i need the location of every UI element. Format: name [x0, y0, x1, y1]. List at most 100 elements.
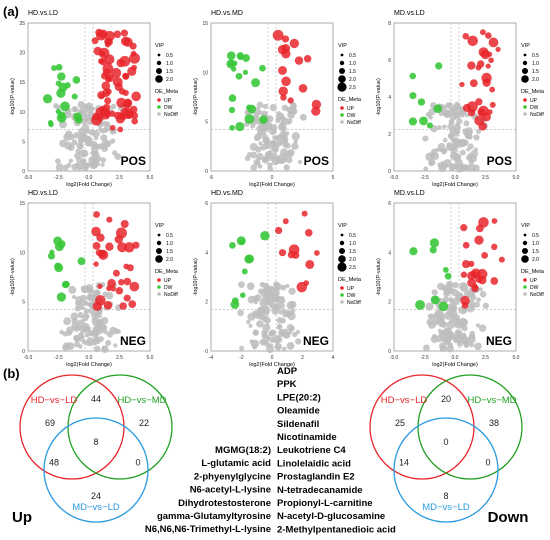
point-nodiff — [262, 103, 269, 110]
de-legend-dot — [157, 98, 161, 102]
x-tick-label: 5.0 — [513, 175, 520, 181]
ion-mode-label: POS — [487, 154, 512, 168]
point-nodiff — [454, 103, 461, 110]
vip-legend-dot — [157, 53, 161, 57]
point-dw — [415, 299, 426, 310]
panel-label-a: (a) — [3, 4, 19, 19]
point-dw — [71, 93, 78, 100]
vip-legend-dot — [339, 248, 345, 254]
vip-legend-label: 2.0 — [349, 257, 356, 263]
venn-title: Up — [12, 509, 32, 526]
point-nodiff — [63, 133, 71, 142]
point-nodiff — [453, 111, 458, 117]
y-axis-label: -log10(P-value) — [193, 78, 199, 116]
point-dw — [227, 51, 236, 60]
point-up — [481, 251, 489, 259]
point-nodiff — [110, 103, 117, 110]
point-nodiff — [83, 301, 88, 306]
point-nodiff — [466, 147, 471, 152]
point-nodiff — [88, 129, 96, 136]
point-nodiff — [264, 316, 271, 324]
point-nodiff — [278, 153, 287, 162]
y-axis-label: -log10(P-value) — [10, 78, 16, 116]
volcano-title: HD.vs.LD — [28, 10, 58, 17]
point-dw — [444, 272, 452, 280]
point-up — [129, 281, 140, 292]
point-nodiff — [431, 289, 438, 296]
point-up — [475, 275, 483, 283]
point-up — [287, 97, 294, 104]
venn-set-circle — [393, 417, 499, 523]
point-nodiff — [468, 158, 473, 163]
x-axis-label: log2(Fold Change) — [432, 182, 478, 188]
vip-legend-label: 1.5 — [532, 249, 539, 255]
point-up — [119, 302, 127, 310]
venn-region-count: 8 — [93, 437, 98, 447]
point-up — [490, 277, 499, 285]
point-dw — [64, 82, 71, 89]
point-up — [116, 97, 127, 108]
venn-region-count: 24 — [91, 491, 101, 501]
point-dw — [57, 72, 66, 81]
points — [226, 29, 322, 172]
point-up — [278, 86, 288, 96]
vip-legend-title: VIP — [338, 43, 347, 49]
x-tick-label: 0.0 — [452, 355, 459, 361]
point-up — [498, 256, 505, 263]
de-legend-label: UP — [530, 98, 538, 104]
de-legend-dot — [340, 293, 344, 297]
point-up — [460, 295, 470, 306]
de-legend-title: DE_Meta — [338, 97, 362, 103]
point-nodiff — [84, 308, 90, 314]
ion-mode-label: NEG — [486, 334, 512, 348]
point-dw — [429, 246, 437, 254]
point-nodiff — [253, 159, 261, 166]
point-nodiff — [86, 141, 92, 147]
point-nodiff — [423, 344, 430, 352]
point-up — [129, 52, 140, 64]
de-legend-dot — [340, 286, 344, 290]
point-nodiff — [71, 294, 77, 300]
point-nodiff — [269, 329, 277, 337]
venn-title: Down — [488, 509, 529, 526]
point-nodiff — [259, 281, 265, 288]
venn-region-count: 22 — [139, 418, 149, 428]
point-dw — [242, 69, 249, 75]
point-up — [462, 32, 470, 40]
y-tick-label: 4 — [388, 250, 391, 256]
point-nodiff — [430, 335, 439, 344]
y-tick-label: 15 — [19, 201, 25, 207]
point-nodiff — [271, 158, 279, 166]
x-axis-label: log2(Fold Change) — [66, 182, 112, 188]
y-tick-label: 0 — [388, 349, 391, 355]
compound-right: Sildenafil — [277, 419, 319, 430]
venn-set-circle — [369, 374, 475, 480]
point-nodiff — [67, 144, 75, 152]
point-up — [104, 41, 111, 48]
vip-legend-label: 2.0 — [349, 77, 356, 83]
vip-legend-dot — [339, 240, 345, 246]
point-up — [123, 294, 131, 302]
compound-left: N6,N6,N6-Trimethyl-L-lysine — [145, 524, 271, 535]
vip-legend-dot — [521, 255, 529, 263]
point-up — [467, 61, 476, 70]
point-nodiff — [474, 342, 482, 351]
point-up — [127, 66, 137, 76]
x-tick-label: -2.5 — [420, 355, 429, 361]
point-nodiff — [73, 132, 80, 139]
compound-right: ADP — [277, 366, 298, 377]
point-nodiff — [476, 128, 482, 134]
vip-legend-label: 0.5 — [349, 53, 356, 59]
venn-set-label: HD−vs−LD — [31, 395, 78, 406]
point-nodiff — [268, 343, 274, 348]
x-tick-label: -2 — [239, 355, 244, 361]
point-nodiff — [71, 139, 78, 146]
y-tick-label: 4 — [205, 250, 208, 256]
point-nodiff — [264, 311, 269, 316]
point-nodiff — [267, 285, 275, 294]
point-up — [467, 35, 478, 47]
point-nodiff — [77, 334, 85, 342]
y-tick-label: 0 — [388, 169, 391, 175]
point-nodiff — [97, 326, 105, 334]
compound-right: 2-Methylpentanedioic acid — [277, 524, 396, 535]
